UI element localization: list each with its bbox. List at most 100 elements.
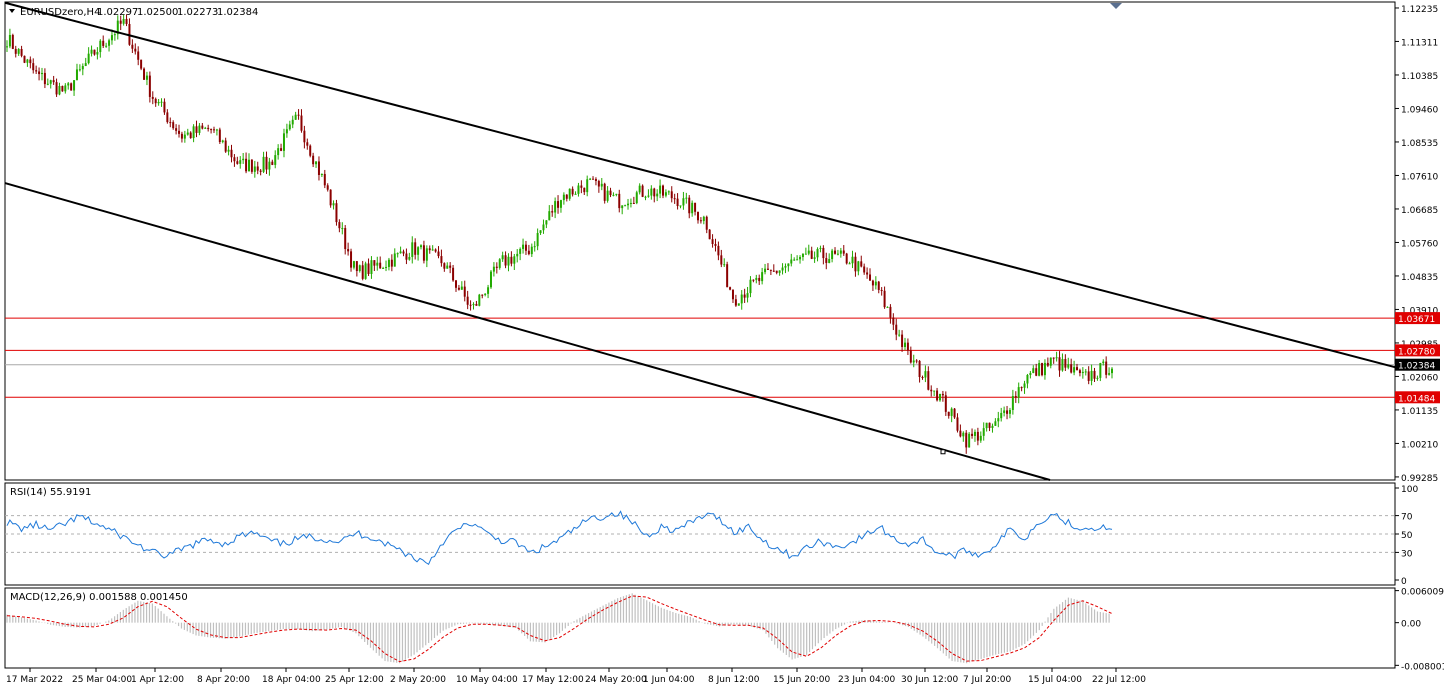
candle-body	[58, 85, 61, 95]
candle-body	[933, 390, 936, 392]
candle-body	[1035, 368, 1038, 376]
candle-body	[828, 259, 831, 263]
channel-upper-line[interactable]	[4, 1, 1396, 369]
candle-body	[1052, 357, 1055, 359]
candle-body	[1090, 370, 1093, 381]
price-axis: 1.12235 1.11311 1.10385 1.09460 1.08535 1.076…	[1395, 5, 1438, 484]
candle-body	[1111, 368, 1113, 374]
candle-body	[944, 395, 947, 412]
candle-body	[775, 270, 778, 273]
candle-body	[160, 101, 163, 103]
candle-body	[75, 69, 78, 81]
candle-body	[148, 75, 151, 97]
candle-body	[498, 259, 501, 268]
candle-body	[711, 239, 714, 244]
rsi-tick-label: 50	[1401, 531, 1413, 541]
candle-body	[402, 251, 405, 254]
candle-body	[189, 132, 192, 139]
candle-body	[594, 179, 597, 181]
candle-body	[49, 80, 52, 84]
candle-body	[38, 71, 41, 75]
candle-body	[87, 53, 90, 64]
candle-body	[320, 173, 323, 175]
candle-body	[361, 265, 364, 279]
candle-body	[644, 196, 647, 198]
channel-lower-line[interactable]	[4, 182, 1051, 481]
candle-body	[245, 158, 248, 172]
candle-body	[1087, 371, 1090, 381]
time-tick-label: 23 Jun 04:00	[838, 675, 895, 685]
candle-body	[816, 248, 819, 258]
price-pane[interactable]	[4, 1, 1396, 481]
candle-body	[460, 286, 463, 290]
candle-body	[618, 193, 621, 209]
candle-body	[428, 248, 431, 251]
price-tick-label: 1.02060	[1401, 373, 1438, 383]
dropdown-triangle-icon[interactable]	[9, 9, 15, 13]
candle-body	[734, 299, 737, 306]
time-tick-label: 1 Apr 12:00	[131, 675, 184, 685]
candle-body	[947, 411, 950, 416]
candle-body	[312, 155, 315, 165]
macd-title: MACD(12,26,9) 0.001588 0.001450	[10, 592, 188, 603]
candle-body	[405, 253, 408, 260]
candle-body	[32, 63, 35, 71]
chart-shift-marker-icon[interactable]	[1110, 3, 1122, 9]
candle-body	[568, 188, 571, 199]
candle-body	[892, 317, 895, 325]
time-tick-label: 2 May 20:00	[390, 675, 446, 685]
candle-body	[14, 48, 17, 54]
candle-body	[122, 18, 125, 24]
candle-body	[347, 249, 350, 252]
candle-body	[437, 251, 440, 257]
candle-body	[236, 161, 239, 164]
price-tick-label: 1.04835	[1401, 273, 1438, 283]
candle-body	[411, 242, 414, 257]
candle-body	[667, 191, 670, 193]
candle-body	[869, 274, 872, 281]
candle-body	[877, 281, 880, 290]
candle-body	[796, 259, 799, 261]
candle-body	[475, 303, 478, 306]
candle-body	[886, 306, 889, 308]
channel-anchor-handle[interactable]	[940, 449, 946, 455]
candle-body	[78, 69, 81, 71]
symbol-label: EURUSDzero,H4	[20, 7, 100, 18]
candle-body	[1102, 361, 1105, 364]
candle-body	[84, 63, 87, 67]
candle-body	[597, 180, 600, 187]
candle-body	[297, 114, 300, 116]
candle-body	[714, 243, 717, 246]
candle-body	[119, 20, 122, 24]
rsi-pane[interactable]	[4, 482, 1396, 586]
candle-body	[131, 44, 134, 49]
time-tick-label: 8 Jun 12:00	[708, 675, 760, 685]
candle-body	[6, 46, 8, 48]
candle-body	[134, 48, 137, 52]
candle-body	[355, 261, 358, 272]
candle-body	[819, 247, 822, 249]
time-tick-label: 30 Jun 12:00	[901, 675, 958, 685]
candle-body	[507, 256, 510, 266]
candle-body	[96, 52, 99, 55]
candle-body	[43, 72, 46, 85]
candle-body	[656, 193, 659, 197]
candle-body	[936, 390, 939, 401]
candle-body	[554, 201, 557, 213]
candle-body	[772, 270, 775, 272]
candle-body	[1073, 367, 1076, 373]
time-tick-label: 8 Apr 20:00	[197, 675, 250, 685]
candle-body	[385, 266, 388, 268]
macd-tick-label: 0.00	[1401, 620, 1421, 630]
price-tick-label: 1.11311	[1401, 38, 1438, 48]
rsi-tick-label: 30	[1401, 549, 1413, 559]
candle-body	[708, 229, 711, 240]
level-price-badge	[1395, 391, 1440, 404]
candle-body	[207, 127, 210, 130]
candle-body	[857, 261, 860, 272]
candle-body	[924, 371, 927, 378]
candle-body	[8, 34, 11, 47]
candle-body	[641, 185, 644, 197]
candle-body	[198, 125, 201, 133]
candle-body	[274, 155, 277, 165]
